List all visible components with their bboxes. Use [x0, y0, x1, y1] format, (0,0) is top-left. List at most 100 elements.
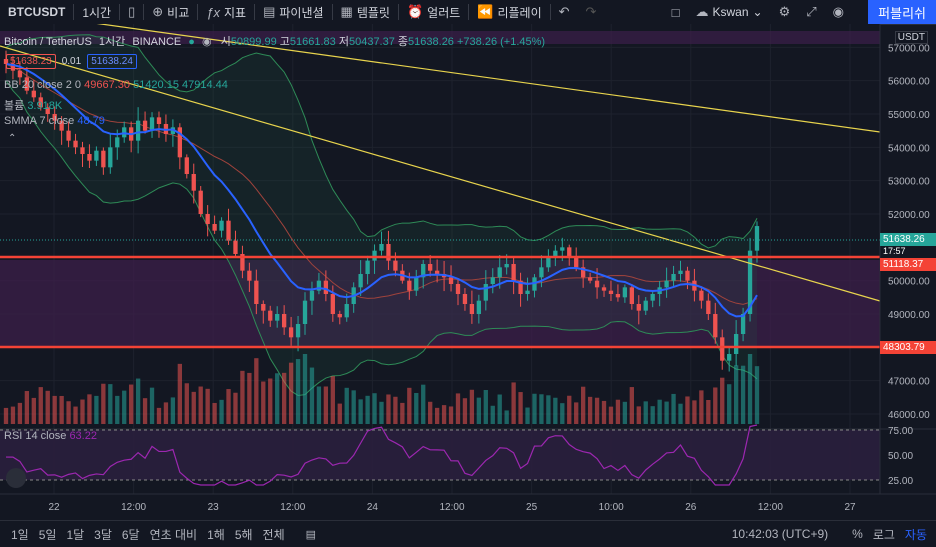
- volume-bar: [525, 407, 530, 424]
- trendline-upper[interactable]: [0, 24, 881, 133]
- candle: [497, 267, 502, 278]
- candle: [518, 280, 523, 294]
- volume-bar: [3, 407, 9, 424]
- bb-upper-value: 51420.15: [133, 79, 179, 91]
- chart-area[interactable]: 57000.00 56000.00 55000.00 54000.00 53000.00…: [0, 24, 936, 520]
- undo-button[interactable]: ↶: [551, 0, 578, 24]
- candle: [281, 314, 287, 328]
- bid-ask-panel: 51638.23 0.01 51638.24: [6, 54, 137, 69]
- range-button-8[interactable]: 전체: [262, 527, 285, 542]
- candle: [664, 280, 669, 288]
- publish-button[interactable]: 퍼블리쉬: [868, 0, 936, 24]
- interval-button[interactable]: 1시간: [74, 0, 119, 24]
- range-button-4[interactable]: 6달: [121, 527, 140, 542]
- candle: [483, 284, 488, 301]
- current-price-value: 51638.26: [883, 234, 925, 245]
- volume-bar: [601, 400, 607, 424]
- candle: [212, 224, 217, 231]
- layout-name-button[interactable]: ☁ Kswan ⌄: [688, 0, 771, 24]
- fx-icon: ƒx: [206, 4, 220, 20]
- volume-bar: [615, 399, 621, 424]
- smma-value: 48.79: [77, 115, 105, 127]
- candle-countdown: 17:57: [883, 246, 906, 256]
- snapshot-button[interactable]: ◉: [825, 0, 852, 24]
- volume-bar: [122, 390, 127, 424]
- time-tick-label: 23: [208, 502, 220, 513]
- goto-date-icon[interactable]: ▤: [305, 528, 317, 541]
- candle: [184, 157, 189, 174]
- compare-button[interactable]: ⊕ 비교: [144, 0, 197, 24]
- candle: [240, 254, 245, 271]
- ask-button[interactable]: 51638.24: [87, 54, 137, 69]
- candle: [379, 244, 384, 251]
- price-tick-label: 55000.00: [888, 110, 930, 121]
- volume-bar: [337, 403, 342, 424]
- candles-style-button[interactable]: ▯: [120, 0, 143, 24]
- interval-label: 1시간: [82, 5, 112, 20]
- candle: [101, 150, 106, 168]
- candle: [525, 290, 530, 294]
- replay-button[interactable]: ⏪ 리플레이: [469, 0, 549, 24]
- volume-bar: [302, 354, 308, 424]
- candle: [601, 287, 607, 291]
- volume-bar: [226, 389, 231, 424]
- cloud-icon: ☁: [695, 4, 709, 19]
- candle: [59, 120, 64, 131]
- high-value: 51661.83: [289, 36, 336, 48]
- volume-bar: [142, 398, 148, 424]
- volume-bar: [664, 401, 669, 424]
- candle: [115, 137, 120, 148]
- close-label: 종: [397, 36, 409, 48]
- financials-button[interactable]: ▤ 파이낸셜: [255, 0, 331, 24]
- range-button-1[interactable]: 5일: [38, 527, 57, 542]
- candle: [699, 290, 704, 301]
- percent-toggle[interactable]: %: [852, 527, 863, 541]
- volume-bar: [553, 397, 558, 424]
- range-button-3[interactable]: 3달: [94, 527, 112, 542]
- currency-label[interactable]: USDT: [894, 31, 928, 44]
- candle: [713, 314, 718, 338]
- candle: [330, 294, 335, 314]
- bid-button[interactable]: 51638.23: [6, 54, 56, 69]
- range-button-7[interactable]: 5해: [234, 527, 253, 542]
- range-button-5[interactable]: 연초 대비: [149, 527, 198, 542]
- range-button-0[interactable]: 1일: [11, 527, 29, 542]
- range-button-6[interactable]: 1해: [207, 527, 225, 542]
- candle: [386, 244, 391, 261]
- volume-bar: [428, 401, 433, 424]
- candle: [156, 117, 162, 124]
- range-button-2[interactable]: 1달: [66, 527, 85, 542]
- volume-bar: [59, 395, 64, 424]
- candle: [45, 107, 50, 114]
- settings-button[interactable]: ⚙: [771, 0, 799, 24]
- candle: [567, 247, 572, 258]
- clock-readout[interactable]: 10:42:03 (UTC+9): [731, 527, 829, 541]
- indicators-button[interactable]: ƒx 지표: [198, 0, 254, 24]
- symbol-search[interactable]: BTCUSDT: [0, 0, 73, 24]
- volume-bar: [135, 378, 141, 424]
- fullscreen-button[interactable]: ⤢: [798, 0, 824, 24]
- auto-toggle[interactable]: 자동: [904, 527, 927, 542]
- volume-bar: [275, 373, 280, 424]
- volume-bar: [504, 410, 509, 424]
- legend-exchange: BINANCE: [132, 36, 182, 48]
- candle: [560, 247, 565, 251]
- low-label: 저: [338, 36, 349, 48]
- candles-icon: ▯: [128, 4, 136, 19]
- bollinger-lower-line: [5, 80, 758, 396]
- price-tick-label: 47000.00: [888, 377, 930, 388]
- volume-bar: [191, 391, 196, 424]
- collapse-legend-icon[interactable]: ⌃: [8, 133, 17, 144]
- templates-button[interactable]: ▦ 템플릿: [333, 0, 398, 24]
- log-toggle[interactable]: 로그: [872, 527, 895, 542]
- candle: [574, 257, 579, 268]
- trendline-lower[interactable]: [0, 45, 881, 302]
- volume-bar: [483, 389, 488, 424]
- volume-bar: [657, 399, 662, 424]
- layout-toggle-button[interactable]: □: [664, 0, 688, 24]
- redo-button[interactable]: ↷: [578, 0, 605, 24]
- candle: [31, 90, 36, 98]
- alert-button[interactable]: ⏰ 얼러트: [399, 0, 468, 24]
- rsi-tick-label: 50.00: [888, 451, 913, 462]
- volume-bar: [434, 407, 440, 424]
